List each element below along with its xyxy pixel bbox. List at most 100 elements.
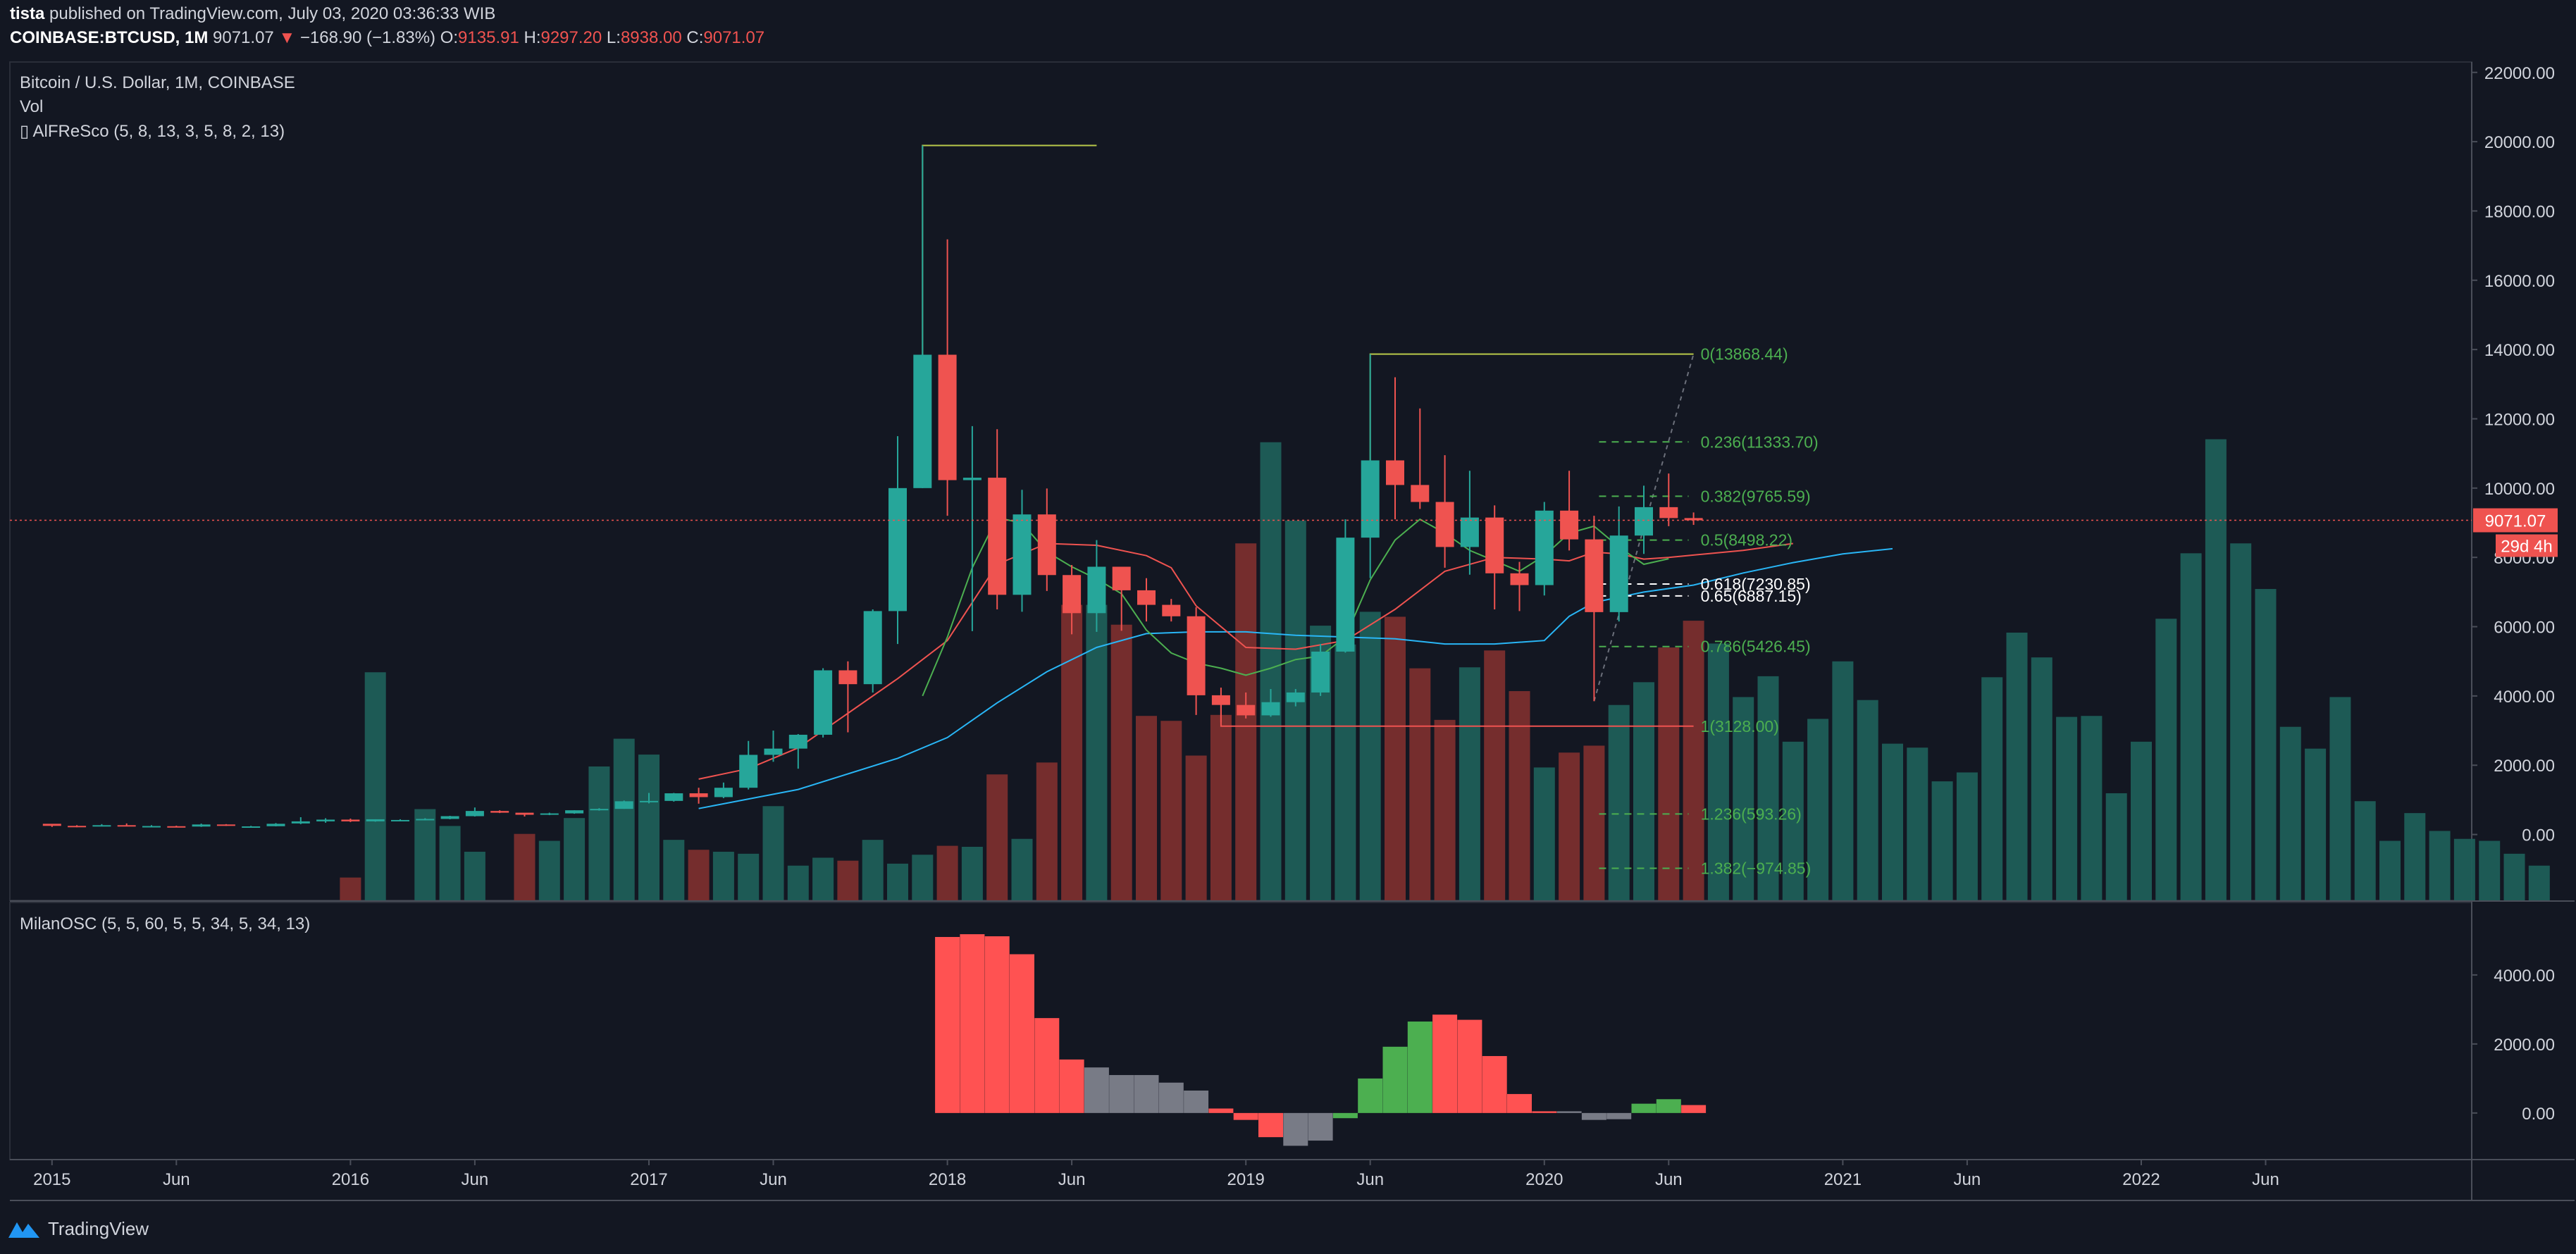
candle-body [1560,510,1579,540]
candle-body [1659,507,1678,519]
candle-body [42,824,61,826]
price-tick-label: 6000.00 [2494,619,2555,638]
volume-bar [1733,697,1754,900]
candle-body [440,816,459,819]
candle-body [242,826,261,828]
oscillator-bar [984,936,1010,1113]
volume-bar [812,857,834,900]
volume-bar [688,850,710,900]
oscillator-bar [1681,1105,1707,1113]
candle-body [1162,604,1181,616]
current-price-badge: 9071.07 29d 4h [2473,508,2558,557]
change-down-icon: ▼ [278,28,296,47]
candle-body [614,801,633,809]
candle-body [1535,510,1554,585]
candle-body [739,755,758,788]
volume-bar [2006,632,2028,900]
publication-line: tista published on TradingView.com, July… [10,4,495,24]
volume-bar [1235,543,1257,900]
candle-body [1435,502,1454,547]
volume-bar [2105,793,2127,900]
candle-body [1137,590,1156,605]
fib-level-label: 0.65(6887.15) [1701,587,1802,605]
low-value: 8938.00 [620,28,682,47]
candle-body [1460,517,1479,547]
price-tick-label: 20000.00 [2484,133,2555,152]
volume-bar [2131,741,2152,900]
close-label: C: [686,28,704,47]
time-tick-label: 2021 [1824,1170,1862,1189]
volume-bar [1533,767,1555,900]
volume-bar [787,865,809,900]
candle-body [664,793,683,801]
candle-body [1211,695,1230,705]
candle-body [216,824,235,826]
volume-bar [986,774,1008,900]
oscillator-bar [1358,1078,1383,1113]
volume-bar [2404,813,2426,900]
candle-series [42,145,1703,828]
publication-header: tista published on TradingView.com, July… [0,0,2576,49]
oscillator-bar [1482,1056,1507,1113]
oscillator-bar [1233,1112,1258,1120]
volume-bar [2255,589,2277,900]
candle-body [1037,514,1056,576]
candle-body [1510,573,1529,585]
price-badge-value: 9071.07 [2485,512,2546,531]
candle-body [1261,702,1280,716]
volume-bar [1036,762,1058,900]
volume-bar [1757,676,1779,900]
candle-body [988,478,1007,595]
volume-bar [2056,716,2078,900]
volume-bar [1956,772,1978,900]
oscillator-bar [1656,1099,1681,1113]
candle-body [788,734,807,749]
volume-bar [514,833,535,900]
volume-legend[interactable]: Vol [20,97,44,116]
candle-body [92,825,111,827]
candle-body [590,809,609,811]
volume-bar [1160,721,1182,900]
footer-brand[interactable]: TradingView [7,1213,149,1244]
symbol-label[interactable]: COINBASE:BTCUSD, 1M [10,28,209,47]
time-tick-label: Jun [462,1170,489,1189]
volume-bar [663,840,685,900]
candle-body [291,821,310,824]
price-tick-label: 16000.00 [2484,272,2555,291]
oscillator-bar [1407,1022,1432,1113]
countdown-badge-value: 29d 4h [2501,538,2552,557]
price-axis: 22000.00 20000.00 18000.00 16000.00 14000.00… [2472,64,2555,1124]
fib-retracement: 0(13868.44) 0.236(11333.70) 0.382(9765.59)… [1593,345,1819,878]
oscillator-bar [1308,1112,1333,1141]
volume-bar [1608,704,1630,900]
candle-body [1112,566,1131,590]
candle-body [764,748,783,755]
oscillator-bar [1283,1112,1308,1146]
candle-body [888,488,907,612]
volume-bar [613,738,635,900]
candle-body [1386,460,1404,485]
candle-body [1087,566,1106,614]
price-tick-label: 10000.00 [2484,480,2555,499]
milanosc-legend[interactable]: MilanOSC (5, 5, 60, 5, 5, 34, 5, 34, 13) [20,914,311,933]
volume-bar [2205,439,2227,900]
time-tick-label: 2020 [1525,1170,1563,1189]
price-badge-bg [2473,508,2558,533]
candle-body [465,811,484,817]
price-tick-label: 18000.00 [2484,202,2555,221]
candle-body [1336,538,1355,652]
oscillator-bar [1507,1093,1532,1113]
time-tick-label: Jun [163,1170,190,1189]
time-tick-label: Jun [1954,1170,1981,1189]
oscillator-bar [1059,1059,1084,1113]
oscillator-bar [1432,1014,1458,1113]
author-name[interactable]: tista [10,4,45,23]
ma-blue-line [698,547,1893,809]
time-tick-label: Jun [1655,1170,1683,1189]
ohlc-line: COINBASE:BTCUSD, 1M 9071.07 ▼ −168.90 (−… [10,28,764,48]
alfresco-legend[interactable]: ▯ AlFReSco (5, 8, 13, 3, 5, 8, 2, 13) [20,122,285,141]
oscillator-bar [1332,1112,1358,1119]
high-value: 9297.20 [540,28,602,47]
main-series-legend[interactable]: Bitcoin / U.S. Dollar, 1M, COINBASE [20,73,295,92]
